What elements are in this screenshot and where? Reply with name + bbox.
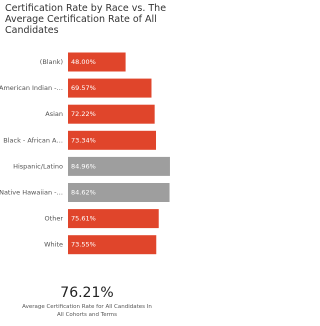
- y-tick-label: White: [44, 241, 63, 249]
- bar: [68, 130, 157, 150]
- bar: [68, 235, 157, 255]
- data-label: 73.55%: [71, 241, 96, 249]
- data-label: 72.22%: [71, 110, 96, 118]
- y-tick-label: Hispanic/Latino: [13, 162, 63, 170]
- bar: [68, 52, 126, 72]
- bar: [68, 104, 155, 124]
- y-tick-label: Other: [45, 215, 64, 223]
- data-label: 84.62%: [71, 189, 96, 197]
- data-label: 48.00%: [71, 58, 96, 66]
- report-visual: Certification Rate by Race vs. The Avera…: [0, 3, 170, 318]
- y-tick-label: Native Hawaiian -…: [0, 189, 63, 197]
- data-label: 73.34%: [71, 136, 96, 144]
- y-tick-label: Black - African A…: [3, 136, 63, 144]
- bar: [68, 183, 170, 202]
- card-value: 76.21%: [60, 285, 114, 301]
- y-tick-label: (Blank): [40, 58, 63, 66]
- card-caption: Average Certification Rate for All Candi…: [22, 304, 152, 318]
- chart-title: Certification Rate by Race vs. The Avera…: [5, 3, 167, 36]
- y-tick-label: Asian: [45, 110, 63, 118]
- bar: [68, 156, 170, 176]
- bar: [68, 209, 159, 229]
- bar: [68, 78, 152, 98]
- chart: (Blank) 48.00% American Indian -… 69.57% Asi…: [0, 52, 170, 255]
- y-tick-label: American Indian -…: [0, 84, 63, 92]
- data-label: 75.61%: [71, 215, 96, 223]
- data-label: 84.96%: [71, 162, 96, 170]
- data-label: 69.57%: [71, 84, 96, 92]
